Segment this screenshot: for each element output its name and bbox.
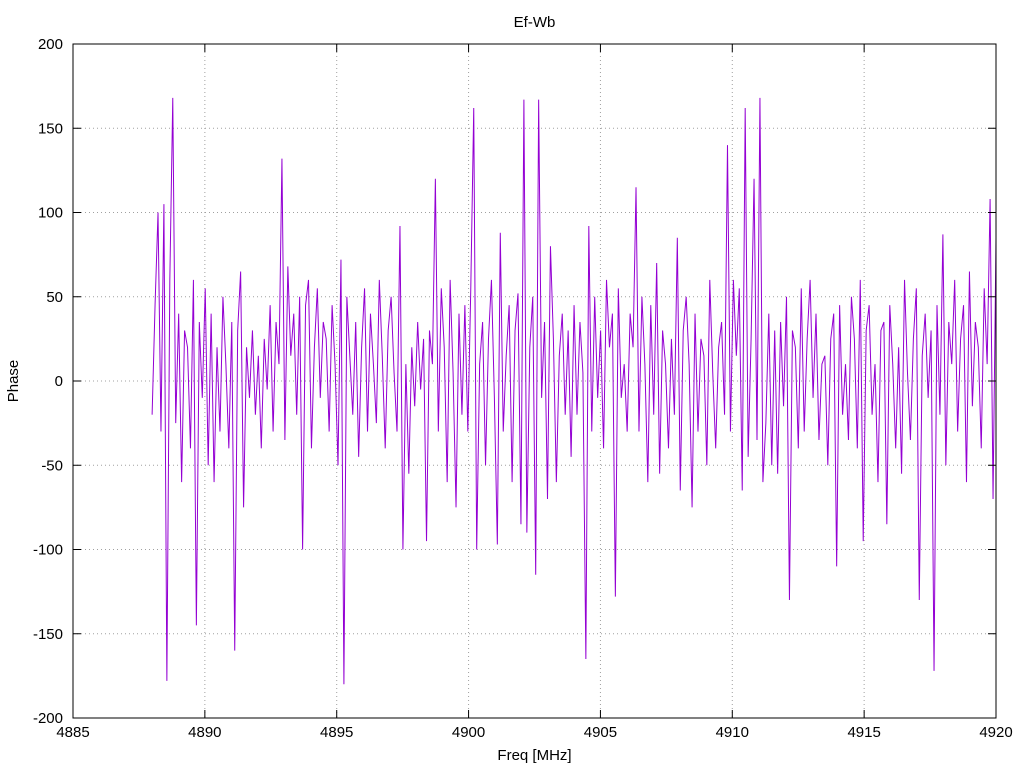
x-tick-label: 4885 (56, 724, 89, 741)
y-tick-label: 50 (46, 289, 63, 306)
axis-ticks: 4885 4890 4895 4900 4905 4910 4915 4920 -200 -150… (33, 36, 1013, 741)
series-layer (151, 97, 997, 685)
x-tick-label: 4900 (452, 724, 485, 741)
y-tick-label: -50 (41, 457, 63, 474)
x-axis-label: Freq [MHz] (497, 747, 571, 764)
x-tick-label: 4920 (979, 724, 1012, 741)
y-tick-label: 200 (38, 36, 63, 53)
x-tick-label: 4915 (847, 724, 880, 741)
y-tick-label: 0 (55, 373, 63, 390)
grid (73, 44, 996, 718)
y-tick-label: -100 (33, 542, 63, 559)
y-tick-label: -200 (33, 710, 63, 727)
x-tick-label: 4895 (320, 724, 353, 741)
chart-title: Ef-Wb (514, 14, 556, 31)
y-axis-label: Phase (5, 360, 22, 403)
y-tick-label: 150 (38, 120, 63, 137)
series-line-1 (151, 97, 997, 685)
x-tick-label: 4890 (188, 724, 221, 741)
y-tick-label: 100 (38, 205, 63, 222)
x-tick-label: 4910 (716, 724, 749, 741)
x-tick-label: 4905 (584, 724, 617, 741)
y-tick-label: -150 (33, 626, 63, 643)
